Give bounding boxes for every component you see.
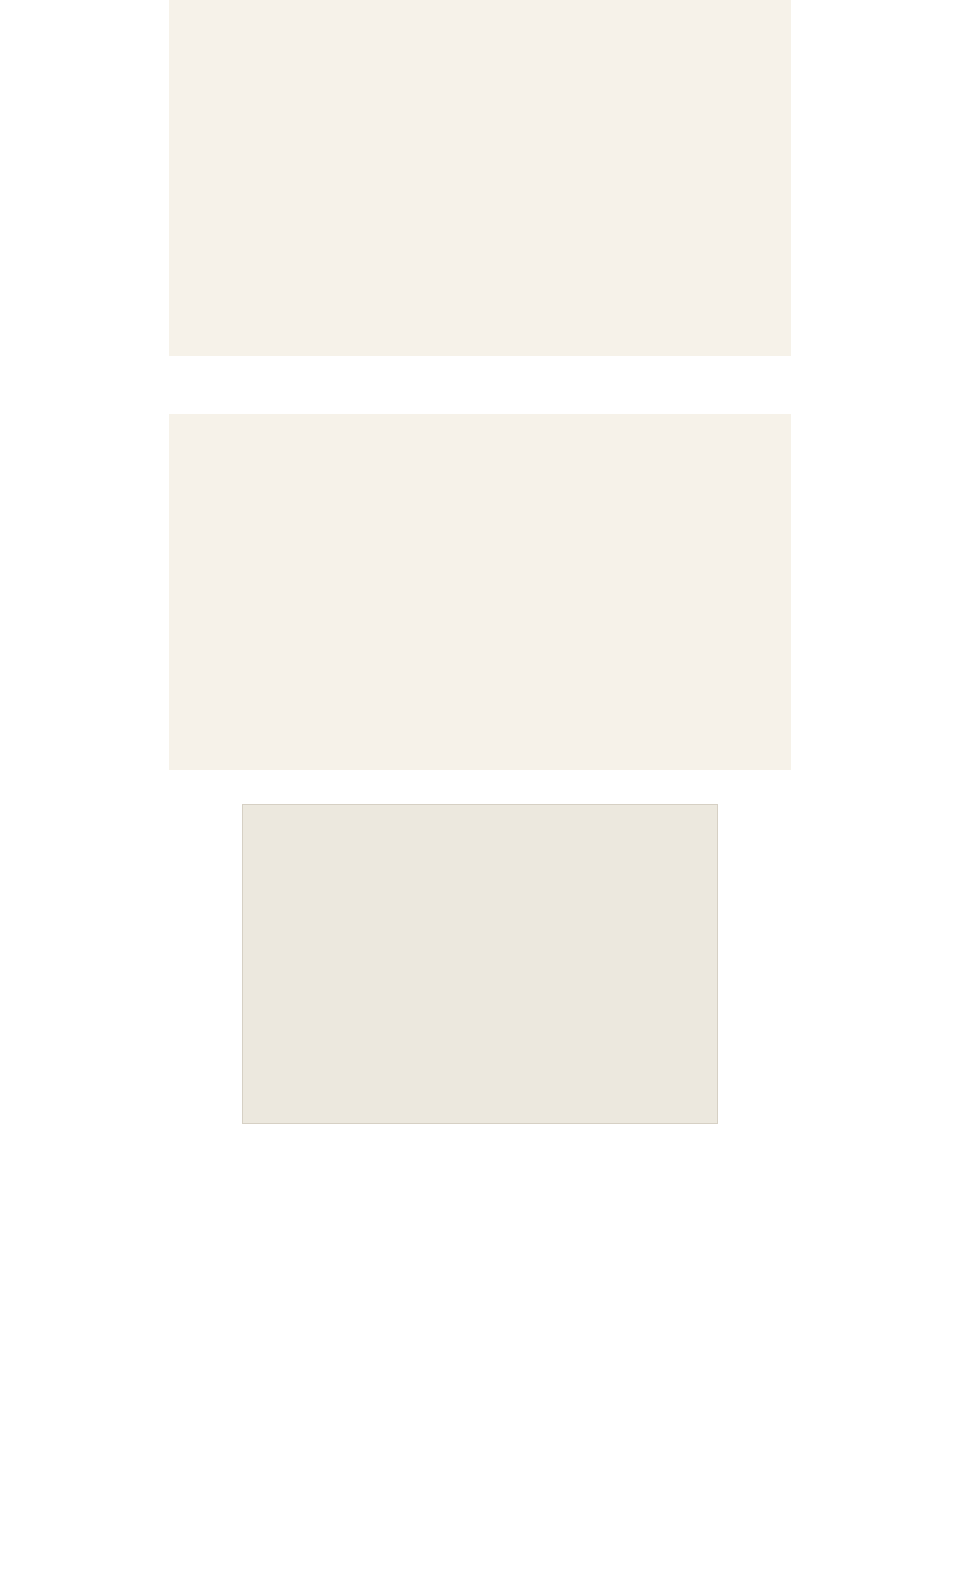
console-illustration (78, 804, 882, 1124)
chart-svg-2 (175, 420, 785, 768)
console-svg (243, 805, 718, 1124)
chart-svg-1 (175, 6, 785, 354)
incline-chart-middle (78, 414, 882, 770)
incline-chart-top (78, 0, 882, 356)
section-3-1-2 (78, 390, 882, 394)
